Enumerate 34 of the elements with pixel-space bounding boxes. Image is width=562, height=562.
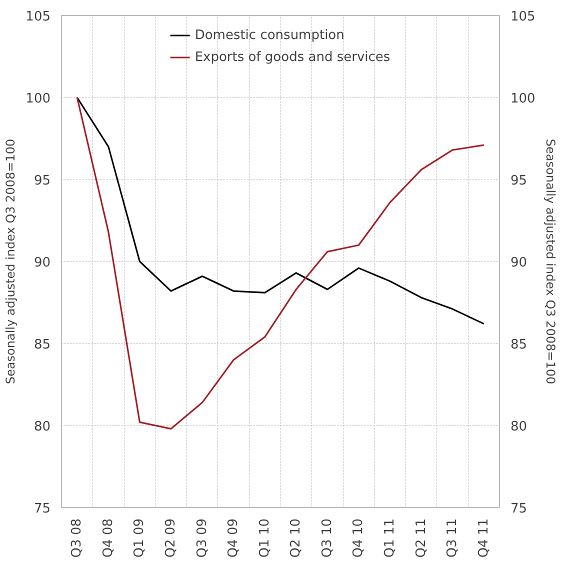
y-tick-label: 95 [34,174,51,188]
x-tick-label: Q3 10 [320,518,335,558]
y2-tick-label: 95 [510,174,528,188]
x-tick-label: Q1 09 [132,518,148,558]
x-tick-label: Q2 09 [164,518,178,558]
y2-tick-label: 85 [510,338,528,352]
y-tick-label: 105 [26,10,51,24]
y-tick-label: 100 [26,92,51,106]
x-tick-label: Q1 10 [257,518,272,558]
y-axis-title: Seasonally adjusted index Q3 2008=100 [4,138,18,384]
legend-label: Exports of goods and services [194,50,390,64]
x-tick-label: Q3 11 [445,518,460,558]
x-tick-label: Q2 10 [288,518,304,558]
x-tick-label: Q2 11 [414,518,429,558]
y-tick-label: 75 [34,502,51,516]
y-tick-label: 90 [34,256,51,270]
y2-axis-title: Seasonally adjusted index Q3 2008=100 [543,138,558,384]
x-tick-label: Q4 11 [476,518,492,558]
x-tick-label: Q4 08 [100,518,116,558]
y2-tick-label: 100 [510,92,536,106]
line-series [76,96,485,325]
y2-tick-label: 75 [510,502,528,516]
x-tick-label: Q1 11 [382,518,398,558]
line-series [76,96,485,430]
x-tick-label: Q4 10 [351,518,366,558]
x-tick-label: Q4 09 [226,518,242,558]
y-tick-label: 85 [34,338,51,352]
y2-tick-label: 105 [510,10,536,24]
y2-tick-label: 90 [510,256,528,270]
y-tick-label: 80 [34,420,51,434]
y2-tick-label: 80 [510,420,528,434]
x-tick-label: Q3 08 [70,518,85,558]
x-tick-label: Q3 09 [194,518,210,558]
legend-label: Domestic consumption [194,28,344,42]
